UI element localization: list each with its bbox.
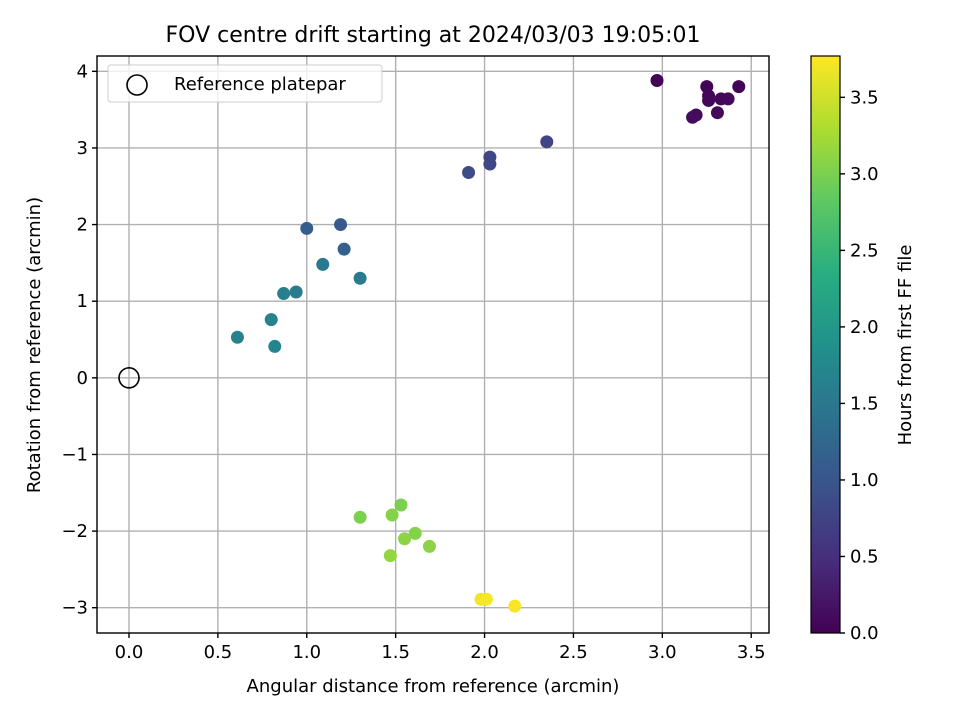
data-point xyxy=(394,498,408,512)
data-point xyxy=(353,271,367,285)
colorbar-tick-label: 0.0 xyxy=(850,623,879,644)
colorbar-tick-label: 3.5 xyxy=(850,87,879,108)
x-axis-ticks: 0.0 0.5 1.0 1.5 2.0 2.5 3.0 3.5 xyxy=(115,633,766,663)
chart-title: FOV centre drift starting at 2024/03/03 … xyxy=(166,23,701,48)
x-tick-label: 3.5 xyxy=(737,642,766,663)
colorbar-ticks: 0.0 0.5 1.0 1.5 2.0 2.5 3.0 3.5 xyxy=(840,87,879,644)
data-point xyxy=(337,242,351,256)
colorbar-tick-label: 0.5 xyxy=(850,546,879,567)
data-point xyxy=(398,532,412,546)
data-point xyxy=(710,106,724,120)
x-tick-label: 1.0 xyxy=(292,642,321,663)
y-tick-label: 4 xyxy=(77,61,88,82)
legend-box xyxy=(107,64,383,103)
reference-platepar-marker xyxy=(118,367,140,389)
x-tick-label: 2.5 xyxy=(559,642,588,663)
data-point xyxy=(268,339,282,353)
data-point xyxy=(408,526,422,540)
x-tick-label: 2.0 xyxy=(470,642,499,663)
data-point xyxy=(383,549,397,563)
data-point xyxy=(353,510,367,524)
data-point xyxy=(289,285,303,299)
data-point xyxy=(479,592,493,606)
y-tick-label: 1 xyxy=(77,291,88,312)
data-point xyxy=(686,110,700,124)
x-tick-label: 1.5 xyxy=(381,642,410,663)
data-point xyxy=(732,80,746,94)
x-tick-label: 0.5 xyxy=(204,642,233,663)
data-points xyxy=(230,74,746,613)
colorbar-tick-label: 2.5 xyxy=(850,240,879,261)
data-point xyxy=(300,221,314,235)
y-tick-label: 2 xyxy=(77,215,88,236)
data-point xyxy=(540,135,554,149)
colorbar-tick-label: 1.5 xyxy=(850,393,879,414)
y-tick-label: −3 xyxy=(61,598,88,619)
y-tick-label: −1 xyxy=(61,444,88,465)
data-point xyxy=(385,508,399,522)
y-axis-ticks: −3 −2 −1 0 1 2 3 4 xyxy=(61,61,97,619)
x-axis-label: Angular distance from reference (arcmin) xyxy=(247,676,620,697)
data-point xyxy=(334,218,348,232)
x-tick-label: 3.0 xyxy=(648,642,677,663)
data-point xyxy=(277,287,291,301)
colorbar-label: Hours from first FF file xyxy=(895,245,916,446)
reference-point-layer xyxy=(118,367,140,389)
colorbar-gradient xyxy=(810,55,841,634)
legend-entry-label: Reference platepar xyxy=(174,74,346,95)
y-tick-label: −2 xyxy=(61,521,88,542)
data-point xyxy=(483,157,497,171)
data-point xyxy=(230,330,244,344)
data-point xyxy=(508,599,522,613)
data-point xyxy=(316,257,330,271)
data-point xyxy=(650,74,664,88)
colorbar: 0.0 0.5 1.0 1.5 2.0 2.5 3.0 3.5 Hours from firs… xyxy=(810,55,916,644)
legend: Reference platepar xyxy=(107,64,383,103)
plot-area-frame xyxy=(96,55,770,634)
data-point xyxy=(422,539,436,553)
y-tick-label: 0 xyxy=(77,368,88,389)
legend-open-circle-marker xyxy=(126,74,148,96)
colorbar-tick-label: 1.0 xyxy=(850,470,879,491)
data-point xyxy=(721,92,735,106)
data-point xyxy=(462,165,476,179)
data-point xyxy=(702,93,716,107)
y-tick-label: 3 xyxy=(77,138,88,159)
y-axis-label: Rotation from reference (arcmin) xyxy=(24,197,45,493)
colorbar-tick-label: 2.0 xyxy=(850,317,879,338)
data-point xyxy=(264,313,278,327)
colorbar-tick-label: 3.0 xyxy=(850,164,879,185)
grid xyxy=(97,56,769,633)
x-tick-label: 0.0 xyxy=(115,642,144,663)
